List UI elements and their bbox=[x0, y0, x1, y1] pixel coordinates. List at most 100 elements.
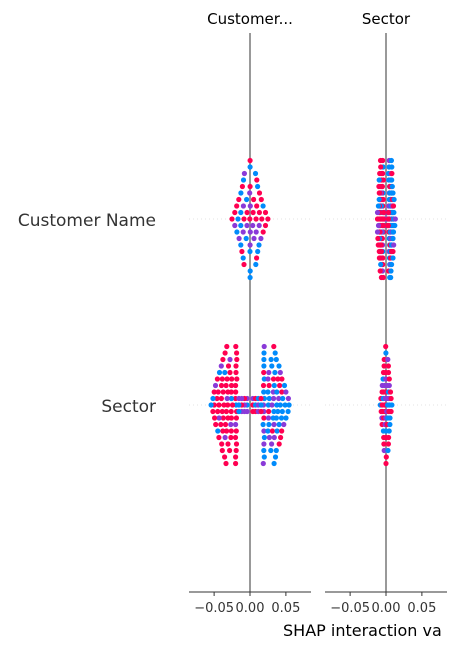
data-point bbox=[243, 235, 249, 242]
data-point bbox=[229, 216, 235, 222]
x-tick-label: 0.00 bbox=[372, 601, 401, 616]
data-point bbox=[390, 229, 397, 235]
data-point bbox=[268, 356, 274, 363]
data-point bbox=[275, 408, 281, 415]
data-point bbox=[236, 408, 242, 415]
data-point bbox=[213, 421, 219, 428]
data-point bbox=[375, 242, 381, 248]
data-point bbox=[224, 395, 230, 402]
data-point bbox=[239, 183, 245, 190]
data-point bbox=[266, 382, 272, 389]
data-point bbox=[218, 421, 224, 428]
data-point bbox=[222, 421, 229, 428]
data-point bbox=[234, 350, 240, 356]
data-point bbox=[278, 434, 284, 441]
data-point bbox=[223, 408, 229, 415]
data-point bbox=[244, 196, 250, 203]
data-point bbox=[377, 268, 383, 274]
data-point bbox=[236, 402, 242, 408]
data-point bbox=[265, 428, 271, 434]
data-point bbox=[285, 408, 291, 415]
x-tick-label: −0.05 bbox=[330, 601, 370, 616]
data-point bbox=[376, 196, 382, 203]
data-point bbox=[392, 222, 398, 229]
data-point bbox=[261, 369, 267, 376]
points-layer bbox=[208, 157, 398, 467]
data-point bbox=[233, 415, 239, 421]
data-point bbox=[375, 222, 382, 229]
data-point bbox=[272, 454, 279, 460]
data-point bbox=[250, 222, 256, 229]
data-point bbox=[387, 389, 394, 395]
data-point bbox=[386, 434, 392, 441]
data-point bbox=[269, 402, 275, 408]
row-label-sector: Sector bbox=[101, 397, 156, 417]
data-point bbox=[282, 402, 288, 408]
x-tick-label: 0.00 bbox=[236, 601, 265, 616]
data-point bbox=[229, 376, 235, 382]
data-point bbox=[376, 190, 382, 196]
data-point bbox=[381, 209, 387, 216]
data-point bbox=[227, 447, 233, 454]
data-point bbox=[260, 229, 266, 235]
data-point bbox=[215, 389, 221, 395]
data-point bbox=[376, 177, 382, 183]
data-point bbox=[247, 203, 253, 209]
data-point bbox=[214, 376, 220, 382]
data-point bbox=[216, 434, 222, 441]
data-point bbox=[212, 382, 219, 389]
data-point bbox=[269, 441, 275, 447]
data-point bbox=[247, 229, 253, 235]
data-point bbox=[233, 421, 239, 428]
data-point bbox=[241, 261, 247, 268]
data-point bbox=[220, 356, 226, 363]
data-point bbox=[389, 261, 395, 268]
data-point bbox=[216, 369, 223, 376]
data-point bbox=[228, 408, 234, 415]
data-point bbox=[234, 229, 240, 235]
row-label-customer-name: Customer Name bbox=[18, 211, 156, 231]
data-point bbox=[388, 408, 394, 415]
data-point bbox=[266, 434, 272, 441]
data-point bbox=[258, 235, 264, 242]
data-point bbox=[390, 203, 397, 209]
data-point bbox=[244, 209, 250, 216]
data-point bbox=[273, 356, 279, 363]
data-point bbox=[224, 376, 230, 382]
data-point bbox=[390, 190, 396, 196]
data-point bbox=[388, 274, 394, 281]
data-point bbox=[227, 356, 233, 363]
data-point bbox=[388, 157, 394, 164]
data-point bbox=[260, 421, 266, 428]
data-point bbox=[265, 415, 272, 421]
data-point bbox=[236, 196, 242, 203]
data-point bbox=[381, 222, 387, 229]
data-point bbox=[273, 415, 279, 421]
data-point bbox=[234, 356, 240, 363]
data-point bbox=[212, 415, 218, 421]
data-point bbox=[387, 415, 393, 421]
data-point bbox=[233, 343, 239, 350]
data-point bbox=[222, 454, 228, 460]
data-point bbox=[271, 382, 277, 389]
data-point bbox=[241, 170, 247, 177]
data-point bbox=[258, 402, 264, 408]
data-point bbox=[238, 190, 244, 196]
data-point bbox=[244, 222, 250, 229]
data-point bbox=[225, 415, 231, 421]
data-point bbox=[219, 408, 225, 415]
data-point bbox=[223, 382, 229, 389]
data-point bbox=[227, 369, 233, 376]
data-point bbox=[233, 447, 239, 454]
data-point bbox=[255, 248, 261, 255]
data-point bbox=[268, 447, 274, 454]
data-point bbox=[385, 441, 391, 447]
data-point bbox=[388, 395, 394, 402]
data-point bbox=[383, 460, 389, 467]
data-point bbox=[381, 216, 387, 222]
data-point bbox=[383, 343, 389, 350]
data-point bbox=[218, 363, 224, 369]
data-point bbox=[386, 376, 392, 382]
data-point bbox=[224, 343, 230, 350]
data-point bbox=[265, 216, 271, 222]
